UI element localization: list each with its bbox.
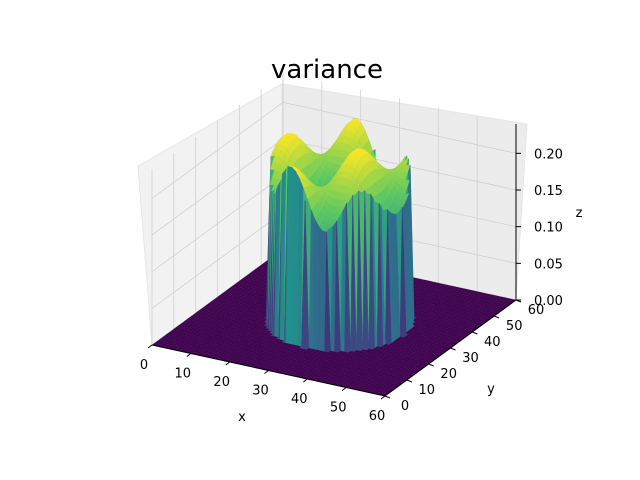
x-tick-mark [380, 395, 386, 400]
x-tick-mark [147, 344, 153, 349]
y-tick-label: 20 [440, 367, 457, 382]
x-tick-label: 0 [140, 358, 148, 373]
x-tick-label: 20 [213, 375, 230, 390]
y-tick-mark [428, 363, 434, 367]
chart-title: variance [271, 55, 383, 85]
x-axis-label: x [238, 410, 246, 425]
y-tick-mark [493, 315, 500, 319]
x-tick-mark [264, 370, 269, 374]
y-tick-mark [406, 379, 413, 383]
z-tick-label: 0.00 [534, 294, 563, 309]
axes: 010203040506001020304050600.000.050.100.… [140, 124, 563, 424]
y-tick-label: 60 [528, 303, 545, 318]
x-tick-label: 10 [175, 367, 192, 382]
variance-surface [151, 117, 517, 397]
x-tick-mark [225, 361, 230, 366]
x-tick-mark [186, 353, 192, 357]
x-tick-mark [341, 387, 347, 391]
y-axis-label: y [487, 382, 495, 397]
z-axis-label: z [576, 206, 583, 221]
z-tick-label: 0.15 [534, 184, 563, 199]
z-tick-label: 0.05 [534, 257, 563, 272]
grid-z-level [151, 101, 517, 199]
y-tick-label: 50 [506, 319, 523, 334]
z-tick-label: 0.10 [534, 221, 563, 236]
y-tick-mark [384, 395, 391, 399]
x-tick-label: 30 [252, 384, 269, 399]
x-tick-label: 60 [369, 409, 386, 424]
y-tick-label: 10 [419, 383, 436, 398]
x-tick-label: 50 [330, 401, 347, 416]
y-tick-mark [472, 331, 478, 335]
x-tick-label: 40 [291, 392, 308, 407]
y-tick-label: 40 [484, 335, 501, 350]
y-tick-label: 0 [401, 399, 409, 414]
x-tick-mark [303, 378, 308, 383]
y-tick-mark [450, 347, 456, 351]
y-tick-label: 30 [462, 351, 479, 366]
z-tick-label: 0.20 [534, 147, 563, 162]
